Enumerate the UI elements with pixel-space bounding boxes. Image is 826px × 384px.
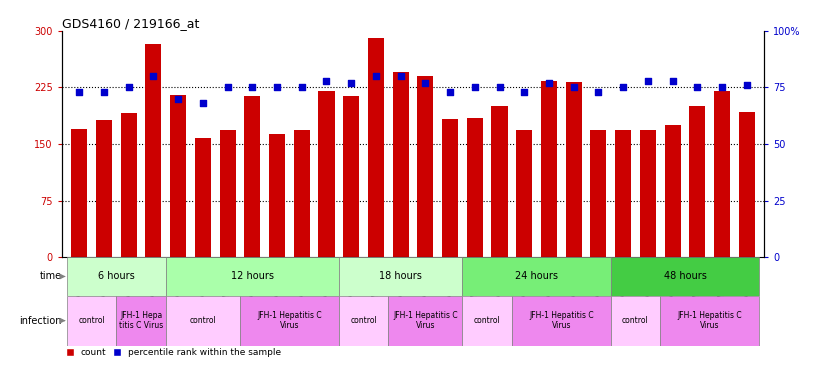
Text: 48 hours: 48 hours xyxy=(663,271,706,281)
Bar xyxy=(467,118,483,257)
Text: JFH-1 Hepatitis C
Virus: JFH-1 Hepatitis C Virus xyxy=(529,311,594,330)
Text: control: control xyxy=(622,316,649,325)
Legend: count, percentile rank within the sample: count, percentile rank within the sample xyxy=(66,348,282,358)
Point xyxy=(567,84,581,90)
Bar xyxy=(566,82,582,257)
FancyBboxPatch shape xyxy=(67,257,166,296)
Point xyxy=(197,100,210,106)
Bar xyxy=(121,113,137,257)
Bar xyxy=(541,81,557,257)
Point xyxy=(444,89,457,95)
Text: GDS4160 / 219166_at: GDS4160 / 219166_at xyxy=(62,17,199,30)
Point xyxy=(691,84,704,90)
Text: JFH-1 Hepatitis C
Virus: JFH-1 Hepatitis C Virus xyxy=(393,311,458,330)
Bar xyxy=(714,91,730,257)
FancyBboxPatch shape xyxy=(339,296,388,346)
Bar xyxy=(689,106,705,257)
Bar xyxy=(615,131,631,257)
FancyBboxPatch shape xyxy=(388,296,463,346)
Text: JFH-1 Hepatitis C
Virus: JFH-1 Hepatitis C Virus xyxy=(677,311,742,330)
Point xyxy=(245,84,259,90)
Text: 24 hours: 24 hours xyxy=(515,271,558,281)
Bar xyxy=(145,43,161,257)
Point xyxy=(270,84,283,90)
Bar xyxy=(96,120,112,257)
Point xyxy=(172,96,185,102)
Bar xyxy=(170,95,186,257)
Point xyxy=(122,84,135,90)
Bar xyxy=(417,76,434,257)
Point xyxy=(221,84,235,90)
Text: control: control xyxy=(474,316,501,325)
Text: JFH-1 Hepatitis C
Virus: JFH-1 Hepatitis C Virus xyxy=(257,311,321,330)
Bar xyxy=(591,131,606,257)
Bar xyxy=(665,125,681,257)
Bar xyxy=(269,134,285,257)
Text: control: control xyxy=(189,316,216,325)
Text: 6 hours: 6 hours xyxy=(98,271,135,281)
Point xyxy=(715,84,729,90)
Bar xyxy=(294,131,310,257)
Bar xyxy=(343,96,359,257)
Point xyxy=(97,89,111,95)
Bar xyxy=(195,138,211,257)
FancyBboxPatch shape xyxy=(339,257,463,296)
Point xyxy=(641,78,654,84)
FancyBboxPatch shape xyxy=(166,296,240,346)
Point xyxy=(740,82,753,88)
Bar xyxy=(244,96,260,257)
FancyBboxPatch shape xyxy=(610,296,660,346)
Point xyxy=(147,73,160,79)
Point xyxy=(73,89,86,95)
Point xyxy=(518,89,531,95)
FancyBboxPatch shape xyxy=(116,296,166,346)
FancyBboxPatch shape xyxy=(166,257,339,296)
Bar xyxy=(491,106,507,257)
Bar xyxy=(71,129,88,257)
Point xyxy=(295,84,308,90)
Point xyxy=(666,78,679,84)
FancyBboxPatch shape xyxy=(660,296,759,346)
Bar xyxy=(392,72,409,257)
Bar xyxy=(319,91,335,257)
Point xyxy=(468,84,482,90)
Text: infection: infection xyxy=(19,316,62,326)
Bar xyxy=(738,112,755,257)
Point xyxy=(543,80,556,86)
Point xyxy=(320,78,333,84)
Text: time: time xyxy=(40,271,62,281)
Bar xyxy=(368,38,384,257)
FancyBboxPatch shape xyxy=(67,296,116,346)
Point xyxy=(369,73,382,79)
Point xyxy=(616,84,629,90)
Bar xyxy=(516,131,532,257)
Point xyxy=(591,89,605,95)
Bar xyxy=(640,131,656,257)
Point xyxy=(344,80,358,86)
Text: control: control xyxy=(350,316,377,325)
Bar xyxy=(442,119,458,257)
FancyBboxPatch shape xyxy=(240,296,339,346)
Text: 18 hours: 18 hours xyxy=(379,271,422,281)
FancyBboxPatch shape xyxy=(512,296,610,346)
FancyBboxPatch shape xyxy=(463,296,512,346)
Text: control: control xyxy=(78,316,105,325)
Point xyxy=(419,80,432,86)
Text: 12 hours: 12 hours xyxy=(230,271,273,281)
FancyBboxPatch shape xyxy=(610,257,759,296)
FancyBboxPatch shape xyxy=(463,257,610,296)
Point xyxy=(493,84,506,90)
Bar xyxy=(220,131,235,257)
Point xyxy=(394,73,407,79)
Text: JFH-1 Hepa
titis C Virus: JFH-1 Hepa titis C Virus xyxy=(119,311,164,330)
